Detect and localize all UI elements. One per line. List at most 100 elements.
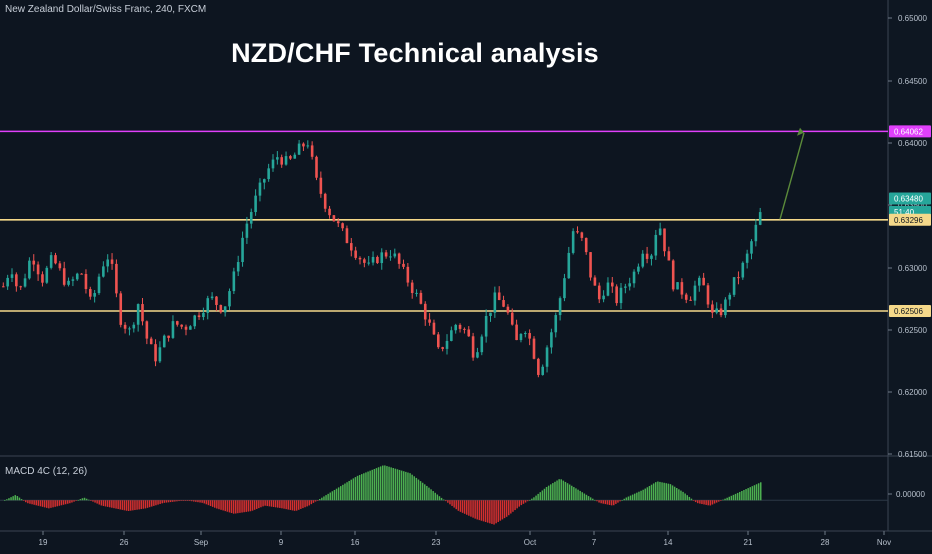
- macd-bar: [169, 500, 172, 503]
- macd-bar: [325, 495, 327, 501]
- macd-bar: [289, 500, 292, 510]
- projection-arrow-line: [779, 132, 805, 220]
- macd-bar: [676, 487, 678, 501]
- candle-body: [110, 259, 114, 264]
- price-axis-panel: [888, 0, 932, 550]
- candle-body: [515, 324, 518, 341]
- macd-bar: [113, 500, 115, 509]
- time-tick-label: 28: [821, 538, 830, 547]
- macd-bar: [369, 470, 371, 501]
- candle-body: [258, 182, 262, 196]
- candle-body: [541, 366, 544, 375]
- macd-bar: [193, 500, 195, 502]
- macd-bar: [121, 500, 124, 510]
- macd-bar: [117, 500, 119, 510]
- macd-bar: [715, 500, 718, 503]
- macd-bar: [153, 500, 155, 506]
- macd-bar: [468, 500, 470, 516]
- bar-timer-label: 51:40: [894, 208, 915, 217]
- candle-body: [358, 257, 362, 260]
- macd-bar: [613, 500, 615, 506]
- level-price-label-bg: [889, 213, 931, 226]
- macd-bar: [218, 500, 220, 510]
- macd-bar: [432, 491, 434, 501]
- macd-bar: [268, 500, 271, 507]
- macd-bar: [92, 500, 94, 502]
- macd-bar: [184, 500, 187, 501]
- macd-bar: [8, 498, 10, 501]
- macd-bar: [386, 466, 388, 501]
- candle-body: [571, 231, 575, 253]
- candle-body: [597, 285, 601, 300]
- macd-bar: [600, 500, 602, 504]
- macd-bar: [428, 487, 430, 501]
- macd-bar: [151, 500, 153, 507]
- candle-body: [310, 145, 314, 157]
- macd-bar: [598, 500, 600, 503]
- candle-body: [415, 292, 418, 294]
- macd-bar: [552, 483, 554, 501]
- macd-bar: [405, 471, 407, 501]
- candle-body: [454, 324, 457, 331]
- macd-bar: [245, 500, 247, 512]
- macd-bar: [176, 500, 178, 502]
- macd-bar: [211, 500, 214, 507]
- macd-bar: [109, 500, 111, 508]
- time-tick-label: 16: [351, 538, 360, 547]
- candle-body: [141, 304, 144, 322]
- macd-bar: [27, 500, 29, 504]
- macd-bar: [755, 484, 758, 501]
- candle-body: [23, 278, 27, 287]
- macd-bar: [127, 500, 130, 511]
- candle-body: [719, 308, 723, 316]
- macd-bar: [159, 500, 161, 504]
- candle-body: [297, 143, 301, 155]
- candle-body: [328, 208, 331, 216]
- candle-body: [284, 156, 288, 165]
- candle-body: [628, 283, 631, 287]
- macd-bar: [331, 491, 334, 501]
- candle-body: [467, 329, 471, 337]
- candle-body: [336, 221, 340, 224]
- candle-body: [489, 312, 492, 316]
- candle-body: [510, 312, 514, 325]
- macd-bar: [71, 500, 73, 503]
- candle-body: [471, 336, 475, 358]
- macd-bar: [35, 500, 37, 506]
- macd-bar: [413, 476, 415, 501]
- macd-bar: [457, 500, 460, 511]
- candle-body: [206, 298, 210, 313]
- macd-bar: [302, 500, 304, 509]
- macd-bar: [461, 500, 464, 513]
- macd-bar: [426, 485, 428, 501]
- candle-body: [684, 294, 688, 300]
- candle-body: [737, 277, 740, 279]
- candle-body: [267, 168, 270, 180]
- macd-bar: [701, 500, 703, 505]
- macd-bar: [424, 484, 426, 501]
- time-tick-label: 7: [592, 538, 597, 547]
- macd-bar: [657, 481, 659, 501]
- macd-bar: [640, 490, 642, 501]
- candle-body: [228, 291, 231, 307]
- macd-bar: [88, 499, 90, 501]
- time-tick-label: 9: [279, 538, 284, 547]
- macd-bar: [4, 500, 6, 501]
- candle-body: [724, 299, 727, 316]
- macd-bar: [501, 500, 504, 520]
- macd-bar: [384, 465, 386, 501]
- candle-body: [332, 215, 336, 222]
- candle-body: [754, 224, 758, 242]
- candle-body: [758, 212, 762, 225]
- macd-bar: [409, 473, 411, 501]
- macd-bar: [314, 500, 317, 502]
- macd-bar: [514, 500, 516, 511]
- candle-body: [106, 259, 109, 267]
- macd-bar: [281, 500, 283, 509]
- macd-bar: [445, 500, 447, 502]
- macd-bar: [550, 484, 552, 501]
- macd-bar: [209, 500, 212, 507]
- macd-bar: [720, 500, 722, 501]
- candle-body: [376, 256, 379, 264]
